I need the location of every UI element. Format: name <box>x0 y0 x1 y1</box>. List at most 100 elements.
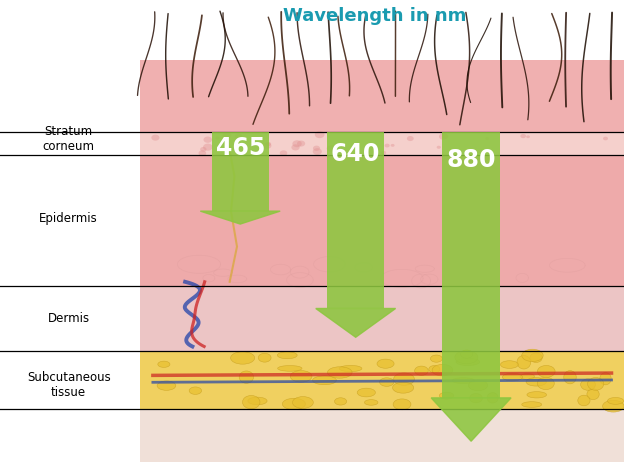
Ellipse shape <box>588 377 604 390</box>
Circle shape <box>263 143 271 149</box>
Circle shape <box>384 144 390 147</box>
Ellipse shape <box>439 392 454 399</box>
Circle shape <box>381 151 386 155</box>
Ellipse shape <box>258 353 271 362</box>
Polygon shape <box>200 211 280 224</box>
Ellipse shape <box>379 378 394 386</box>
Ellipse shape <box>537 377 554 389</box>
Ellipse shape <box>278 365 302 371</box>
Text: 880: 880 <box>446 148 496 172</box>
Ellipse shape <box>364 400 378 405</box>
Bar <box>140 286 624 351</box>
Ellipse shape <box>587 389 599 400</box>
Ellipse shape <box>414 366 428 375</box>
Ellipse shape <box>429 365 440 373</box>
Ellipse shape <box>470 394 482 403</box>
Circle shape <box>235 134 242 139</box>
Ellipse shape <box>527 392 547 398</box>
Text: Dermis: Dermis <box>47 312 90 325</box>
Ellipse shape <box>231 352 255 364</box>
Circle shape <box>314 131 324 138</box>
Ellipse shape <box>328 367 352 378</box>
Ellipse shape <box>520 374 535 379</box>
Circle shape <box>215 136 220 140</box>
Ellipse shape <box>189 387 202 395</box>
Ellipse shape <box>393 399 411 410</box>
Circle shape <box>266 142 271 146</box>
Ellipse shape <box>469 380 487 390</box>
Circle shape <box>203 137 212 143</box>
Circle shape <box>152 134 160 140</box>
Polygon shape <box>431 398 511 441</box>
Bar <box>327 132 384 309</box>
Ellipse shape <box>248 397 267 405</box>
Circle shape <box>485 137 489 140</box>
Circle shape <box>200 147 207 152</box>
Circle shape <box>293 140 302 147</box>
Ellipse shape <box>293 396 313 408</box>
Ellipse shape <box>563 371 576 384</box>
Circle shape <box>291 144 300 151</box>
Ellipse shape <box>452 378 474 383</box>
Ellipse shape <box>392 382 414 393</box>
Ellipse shape <box>377 359 394 368</box>
Text: Subcutaneous
tissue: Subcutaneous tissue <box>27 371 110 399</box>
Circle shape <box>437 146 441 149</box>
Circle shape <box>203 144 213 151</box>
Polygon shape <box>316 309 396 337</box>
Ellipse shape <box>334 398 347 405</box>
Text: Stratum
corneum: Stratum corneum <box>42 125 95 152</box>
Circle shape <box>603 137 608 140</box>
Circle shape <box>407 136 414 141</box>
Ellipse shape <box>600 372 611 385</box>
Ellipse shape <box>500 361 519 368</box>
Circle shape <box>313 148 322 155</box>
Ellipse shape <box>431 355 442 362</box>
Text: Wavelength in nm: Wavelength in nm <box>283 7 466 25</box>
Bar <box>140 351 624 409</box>
Ellipse shape <box>578 395 590 406</box>
Ellipse shape <box>243 395 260 409</box>
Circle shape <box>222 132 232 139</box>
Ellipse shape <box>522 401 542 407</box>
Circle shape <box>327 145 336 152</box>
Circle shape <box>198 150 206 156</box>
Text: 640: 640 <box>331 142 381 166</box>
Ellipse shape <box>461 350 473 358</box>
Circle shape <box>313 146 320 151</box>
Text: 465: 465 <box>215 136 265 160</box>
Bar <box>140 155 624 286</box>
Ellipse shape <box>581 379 595 390</box>
Bar <box>140 60 624 132</box>
Bar <box>140 132 624 155</box>
Ellipse shape <box>239 371 253 383</box>
Circle shape <box>526 135 530 138</box>
Bar <box>212 132 269 211</box>
Ellipse shape <box>313 376 336 385</box>
Ellipse shape <box>290 371 312 382</box>
Ellipse shape <box>502 373 522 381</box>
Text: Epidermis: Epidermis <box>39 212 98 225</box>
Ellipse shape <box>522 349 543 362</box>
Ellipse shape <box>530 353 542 363</box>
Ellipse shape <box>608 397 623 404</box>
Circle shape <box>280 150 287 156</box>
Bar <box>140 409 624 462</box>
Ellipse shape <box>157 381 176 390</box>
Ellipse shape <box>277 352 297 359</box>
Ellipse shape <box>158 361 170 367</box>
Ellipse shape <box>432 365 453 376</box>
Ellipse shape <box>339 365 362 371</box>
Circle shape <box>442 134 449 139</box>
Ellipse shape <box>394 373 414 385</box>
Circle shape <box>255 150 261 154</box>
Circle shape <box>439 134 448 140</box>
Ellipse shape <box>456 358 480 365</box>
Ellipse shape <box>537 365 555 377</box>
Circle shape <box>520 134 526 138</box>
Bar <box>442 132 500 398</box>
Ellipse shape <box>517 355 531 369</box>
Ellipse shape <box>526 377 547 386</box>
Ellipse shape <box>603 400 624 412</box>
Ellipse shape <box>455 351 478 364</box>
